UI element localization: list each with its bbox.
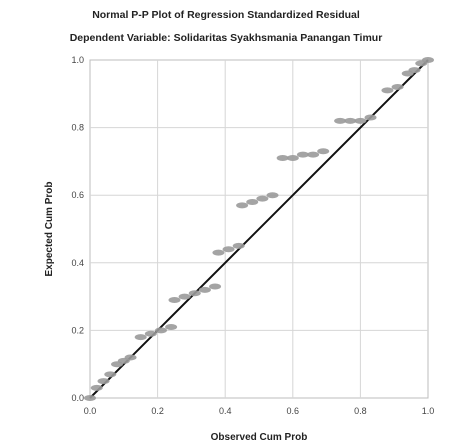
data-point	[168, 296, 181, 303]
x-axis-label: Observed Cum Prob	[211, 432, 308, 443]
data-point	[154, 327, 167, 334]
y-tick-label: 0.2	[71, 325, 84, 335]
chart-subtitle: Dependent Variable: Solidaritas Syakhsma…	[69, 32, 383, 44]
y-tick-label: 0.6	[71, 190, 84, 200]
x-tick-label: 0.4	[219, 406, 232, 416]
data-point	[307, 151, 320, 158]
data-point	[317, 148, 330, 155]
data-point	[90, 384, 103, 391]
data-point	[246, 198, 259, 205]
chart-title: Normal P-P Plot of Regression Standardiz…	[92, 9, 360, 21]
data-point	[209, 283, 222, 290]
data-point	[236, 202, 249, 209]
data-points	[84, 57, 434, 401]
data-point	[188, 290, 201, 297]
data-point	[391, 84, 404, 91]
data-point	[104, 371, 117, 378]
data-point	[381, 87, 394, 94]
data-point	[134, 334, 147, 341]
data-point	[144, 330, 157, 337]
y-tick-label: 0.0	[71, 393, 84, 403]
data-point	[422, 57, 434, 63]
y-axis-label: Expected Cum Prob	[44, 181, 55, 276]
data-point	[198, 286, 211, 293]
data-point	[124, 354, 137, 361]
data-point	[165, 324, 178, 331]
data-point	[276, 155, 289, 162]
x-tick-labels: 0.0 0.2 0.4 0.6 0.8 1.0	[84, 406, 435, 416]
y-tick-labels: 0.0 0.2 0.4 0.6 0.8 1.0	[71, 55, 84, 403]
data-point	[364, 114, 377, 121]
y-tick-label: 1.0	[71, 55, 84, 65]
data-point	[286, 155, 299, 162]
data-point	[222, 246, 235, 253]
data-point	[354, 117, 367, 124]
data-point	[334, 117, 347, 124]
data-point	[97, 378, 110, 385]
grid-lines	[90, 60, 428, 398]
data-point	[212, 249, 225, 256]
y-tick-label: 0.8	[71, 123, 84, 133]
x-tick-label: 0.0	[84, 406, 97, 416]
y-tick-label: 0.4	[71, 258, 84, 268]
data-point	[84, 395, 96, 401]
data-point	[178, 293, 191, 300]
data-point	[344, 117, 357, 124]
x-tick-label: 0.6	[287, 406, 300, 416]
data-point	[408, 67, 421, 74]
data-point	[296, 151, 309, 158]
x-tick-label: 0.8	[354, 406, 367, 416]
data-point	[266, 192, 279, 199]
data-point	[256, 195, 269, 202]
data-point	[232, 242, 245, 249]
x-tick-label: 1.0	[422, 406, 435, 416]
x-tick-label: 0.2	[151, 406, 164, 416]
